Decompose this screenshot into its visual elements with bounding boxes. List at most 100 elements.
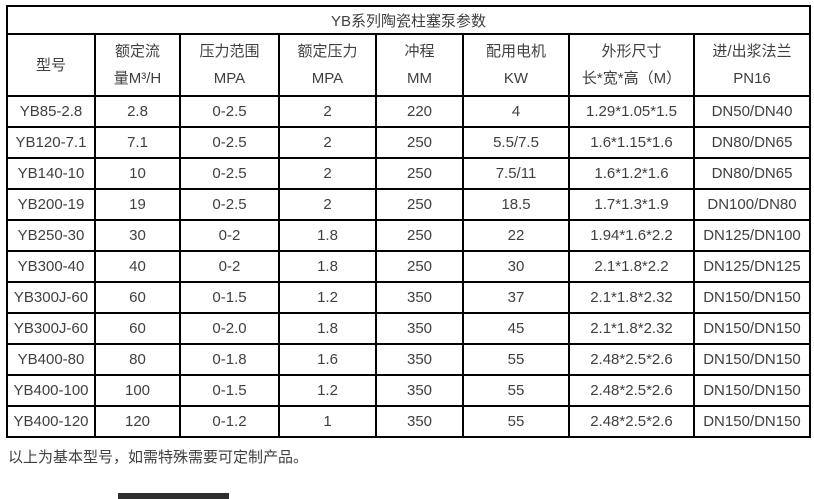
value-cell: 350 <box>375 312 464 345</box>
value-cell: DN80/DN65 <box>692 126 812 159</box>
value-cell: 1.2 <box>278 374 377 407</box>
model-cell: YB300-40 <box>6 250 96 283</box>
value-cell: 2 <box>278 157 377 190</box>
value-cell: 2 <box>278 126 377 159</box>
value-cell: 19 <box>94 188 181 221</box>
value-cell: DN125/DN100 <box>692 219 812 252</box>
column-header-line2: 长*宽*高（M） <box>581 70 682 87</box>
value-cell: 1.6 <box>278 343 377 376</box>
table-row: YB300-40 40 0-2 1.8 250 30 2.1*1.8*2.2 DN125/DN… <box>6 250 812 283</box>
value-cell: DN100/DN80 <box>692 188 812 221</box>
table-row: YB300J-60 60 0-2.0 1.8 350 45 2.1*1.8*2.32 DN15… <box>6 312 812 345</box>
value-cell: 0-2 <box>179 219 280 252</box>
model-cell: YB400-120 <box>6 405 96 438</box>
table-body: YB85-2.8 2.8 0-2.5 2 220 4 1.29*1.05*1.5 DN50/D… <box>6 95 812 438</box>
value-cell: 350 <box>375 343 464 376</box>
table-row: YB400-100 100 0-1.5 1.2 350 55 2.48*2.5*2.6 DN1… <box>6 374 812 407</box>
column-header-line1: 额定流 <box>114 43 160 60</box>
value-cell: DN150/DN150 <box>692 281 812 314</box>
column-header-line1: 压力范围 <box>199 43 260 60</box>
value-cell: 30 <box>94 219 181 252</box>
value-cell: 1 <box>278 405 377 438</box>
pump-spec-table: YB系列陶瓷柱塞泵参数 型号 额定流 量M³/H 压力范围 MPA 额定压力 MPA 冲程 MM… <box>5 5 812 438</box>
value-cell: 7.5/11 <box>462 157 570 190</box>
column-header-line1: 进/出浆法兰 <box>712 43 792 60</box>
value-cell: 0-1.5 <box>179 281 280 314</box>
column-header-line1: 配用电机 <box>485 43 546 60</box>
value-cell: 1.6*1.2*1.6 <box>568 157 695 190</box>
value-cell: 2.8 <box>94 95 181 128</box>
value-cell: 2.1*1.8*2.32 <box>568 281 695 314</box>
table-row: YB300J-60 60 0-1.5 1.2 350 37 2.1*1.8*2.32 DN15… <box>6 281 812 314</box>
model-cell: YB140-10 <box>6 157 96 190</box>
column-header-1: 额定流量M³/H <box>94 33 181 97</box>
value-cell: 250 <box>375 157 464 190</box>
value-cell: 1.2 <box>278 281 377 314</box>
column-header-line2: MPA <box>311 70 344 87</box>
column-header-2: 压力范围 MPA <box>179 33 280 97</box>
value-cell: 100 <box>94 374 181 407</box>
value-cell: 0-2.5 <box>179 188 280 221</box>
value-cell: 0-2.0 <box>179 312 280 345</box>
value-cell: 2.1*1.8*2.32 <box>568 312 695 345</box>
value-cell: 10 <box>94 157 181 190</box>
value-cell: 30 <box>462 250 570 283</box>
value-cell: 0-2.5 <box>179 157 280 190</box>
table-row: YB250-30 30 0-2 1.8 250 22 1.94*1.6*2.2 DN125/D… <box>6 219 812 252</box>
value-cell: 60 <box>94 281 181 314</box>
table-title: YB系列陶瓷柱塞泵参数 <box>5 5 812 35</box>
value-cell: 1.8 <box>278 219 377 252</box>
value-cell: 40 <box>94 250 181 283</box>
value-cell: DN80/DN65 <box>692 157 812 190</box>
column-header-line1: 额定压力 <box>297 43 358 60</box>
table-row: YB200-19 19 0-2.5 2 250 18.5 1.7*1.3*1.9 DN100/… <box>6 188 812 221</box>
header-row: 型号 额定流 量M³/H 压力范围 MPA 额定压力 MPA 冲程 MM 配用电机 KW 外形尺寸 长*… <box>6 33 812 97</box>
model-cell: YB200-19 <box>6 188 96 221</box>
column-header-3: 额定压力 MPA <box>278 33 377 97</box>
value-cell: 22 <box>462 219 570 252</box>
value-cell: 350 <box>375 405 464 438</box>
value-cell: 0-2.5 <box>179 126 280 159</box>
table-row: YB85-2.8 2.8 0-2.5 2 220 4 1.29*1.05*1.5 DN50/D… <box>6 95 812 128</box>
value-cell: 55 <box>462 374 570 407</box>
column-header-line2: 量M³/H <box>113 70 162 87</box>
model-cell: YB400-100 <box>6 374 96 407</box>
table-row: YB120-7.1 7.1 0-2.5 2 250 5.5/7.5 1.6*1.15*1.6… <box>6 126 812 159</box>
value-cell: 2 <box>278 188 377 221</box>
footnote-text: 以上为基本型号，如需特殊需要可定制产品。 <box>8 449 309 466</box>
value-cell: 37 <box>462 281 570 314</box>
column-header-5: 配用电机 KW <box>462 33 570 97</box>
value-cell: 2.48*2.5*2.6 <box>568 343 695 376</box>
value-cell: 2.48*2.5*2.6 <box>568 374 695 407</box>
value-cell: 55 <box>462 405 570 438</box>
value-cell: 250 <box>375 188 464 221</box>
model-cell: YB85-2.8 <box>6 95 96 128</box>
column-header-0: 型号 <box>6 33 96 97</box>
value-cell: 0-1.5 <box>179 374 280 407</box>
value-cell: DN50/DN40 <box>692 95 812 128</box>
table-row: YB400-120 120 0-1.2 1 350 55 2.48*2.5*2.6 DN150… <box>6 405 812 438</box>
value-cell: 80 <box>94 343 181 376</box>
column-header-line2: MM <box>407 70 432 87</box>
model-cell: YB120-7.1 <box>6 126 96 159</box>
value-cell: 1.29*1.05*1.5 <box>568 95 695 128</box>
value-cell: 5.5/7.5 <box>462 126 570 159</box>
value-cell: DN150/DN150 <box>692 374 812 407</box>
column-header-line2: PN16 <box>733 70 771 87</box>
value-cell: DN150/DN150 <box>692 405 812 438</box>
column-header-line1: 外形尺寸 <box>601 43 662 60</box>
value-cell: 45 <box>462 312 570 345</box>
value-cell: 55 <box>462 343 570 376</box>
value-cell: 0-2 <box>179 250 280 283</box>
value-cell: DN125/DN125 <box>692 250 812 283</box>
column-header-7: 进/出浆法兰 PN16 <box>692 33 812 97</box>
value-cell: 0-1.8 <box>179 343 280 376</box>
value-cell: 220 <box>375 95 464 128</box>
value-cell: 60 <box>94 312 181 345</box>
table-row: YB140-10 10 0-2.5 2 250 7.5/11 1.6*1.2*1.6 DN80… <box>6 157 812 190</box>
model-cell: YB300J-60 <box>6 312 96 345</box>
column-header-line2: MPA <box>213 70 246 87</box>
value-cell: 1.8 <box>278 250 377 283</box>
value-cell: 250 <box>375 250 464 283</box>
value-cell: 1.6*1.15*1.6 <box>568 126 695 159</box>
